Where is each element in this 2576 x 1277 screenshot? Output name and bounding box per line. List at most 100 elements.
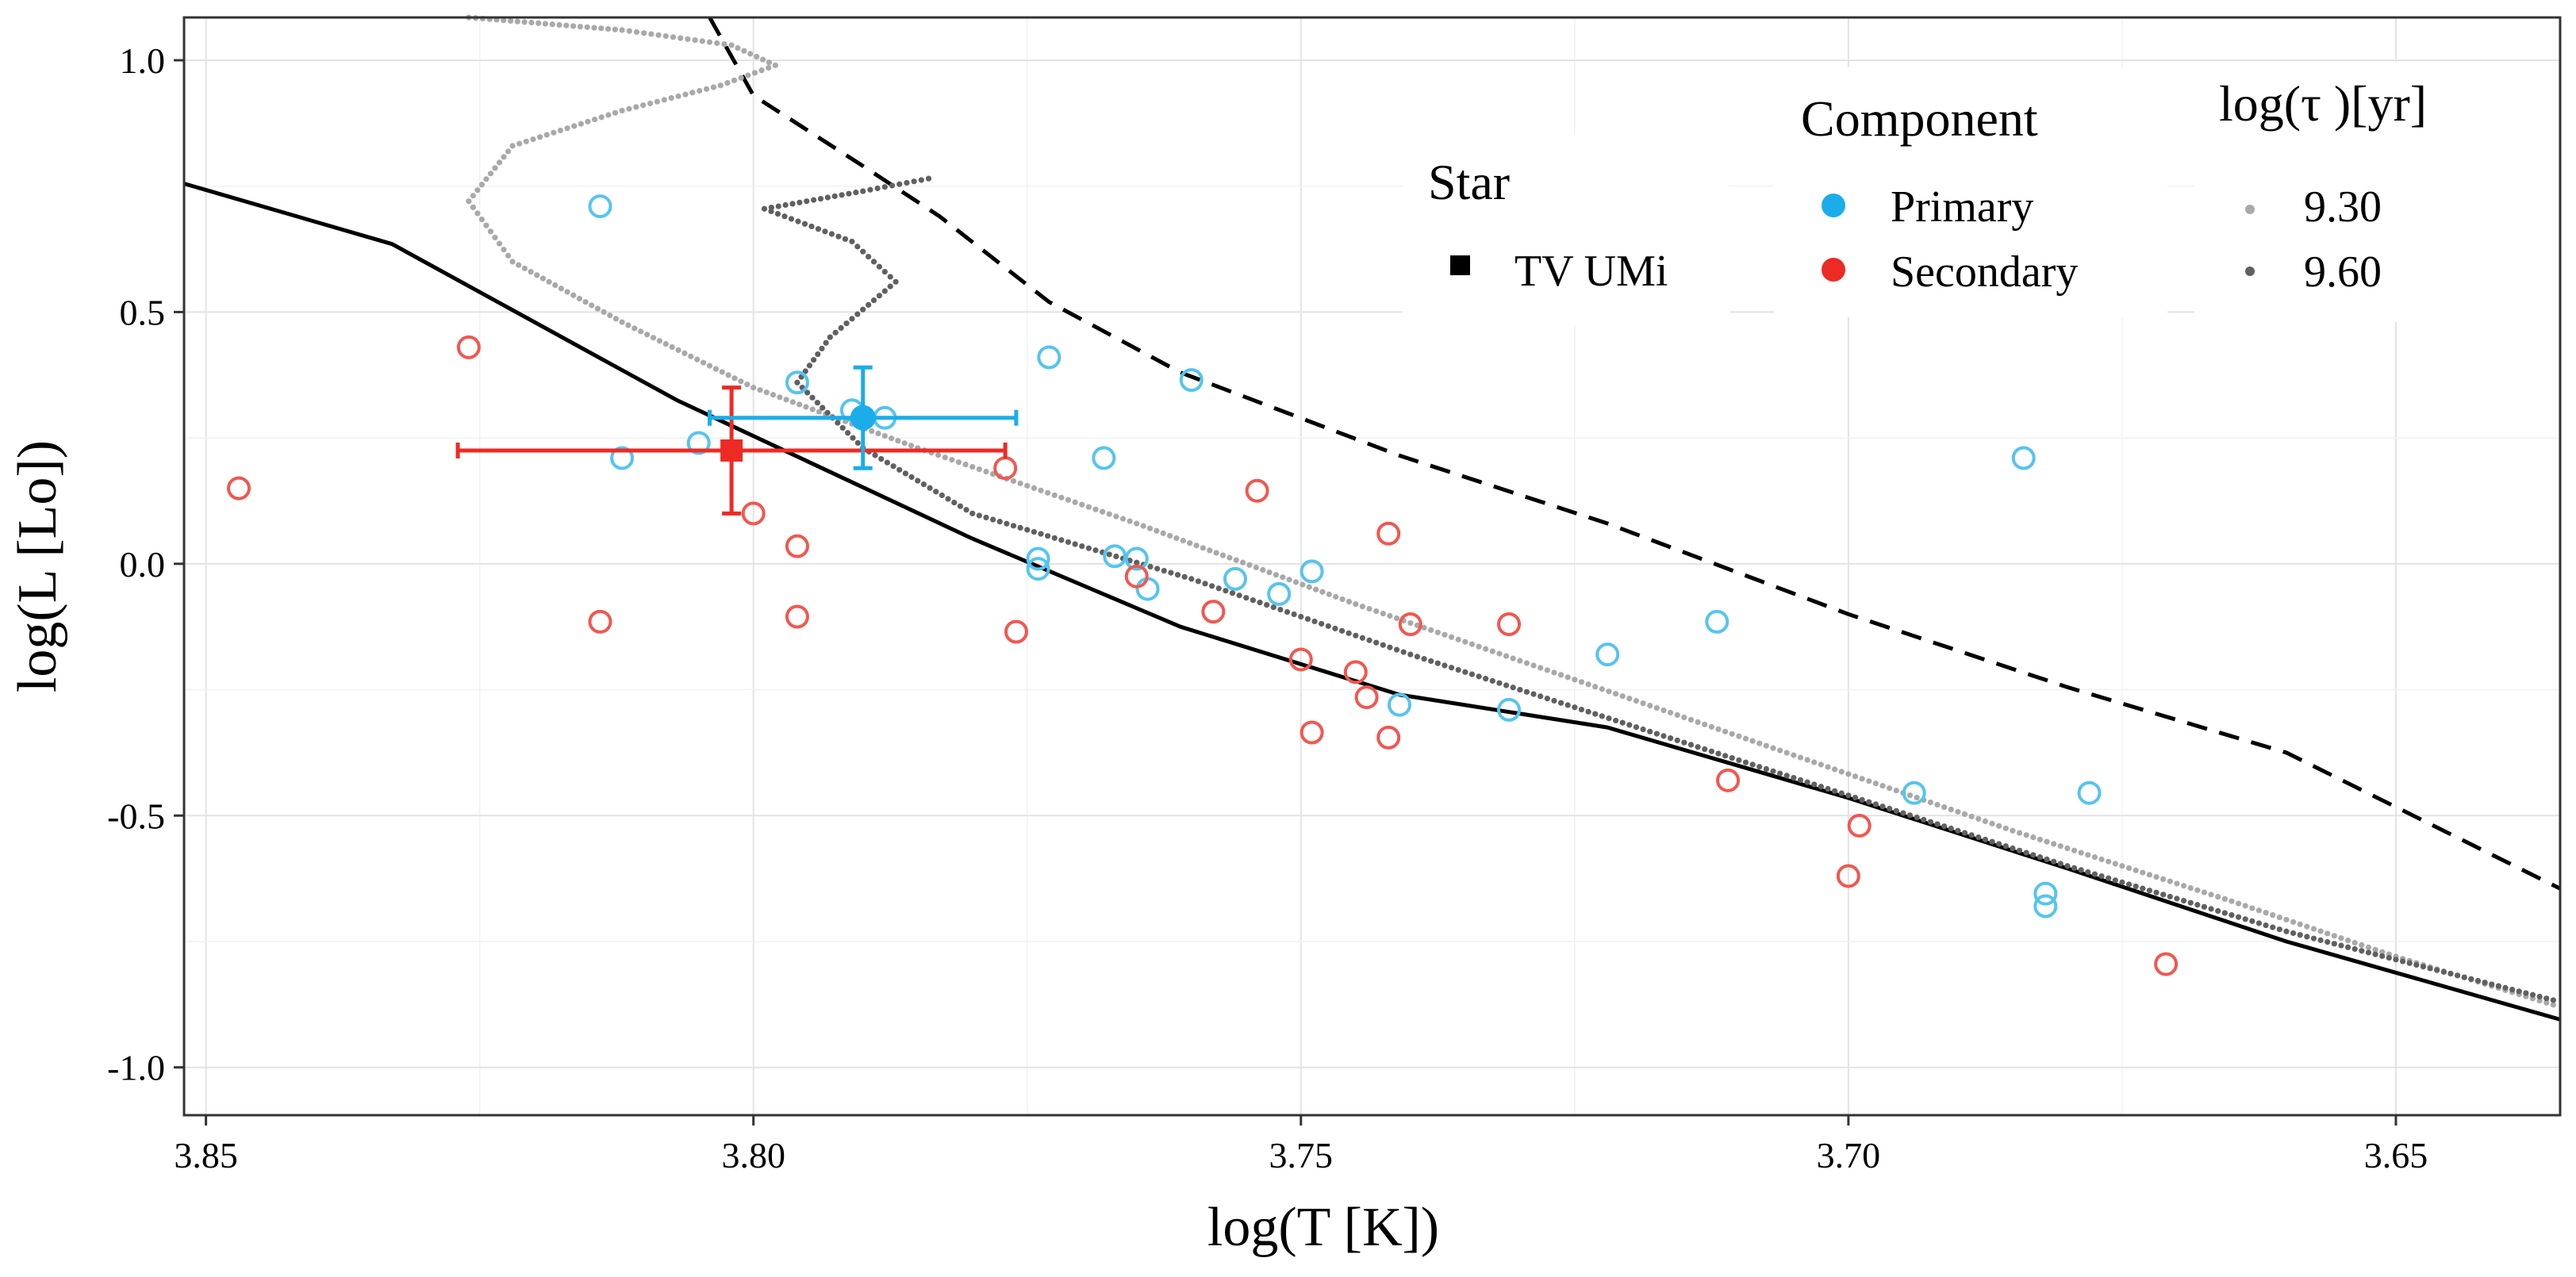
isochrone-3-dot-75 — [850, 435, 856, 441]
primary-point-23 — [2033, 881, 2058, 906]
isochrone-3-dot-295 — [2338, 942, 2344, 949]
isochrone-3-dot-163 — [1434, 660, 1441, 666]
isochrone-2-dot-352 — [2180, 883, 2187, 889]
primary-point-8 — [1026, 557, 1050, 581]
isochrone-2-dot-80 — [523, 138, 529, 144]
isochrone-2-dot-266 — [1592, 684, 1599, 690]
isochrone-2-dot-273 — [1640, 700, 1646, 707]
isochrone-2-dot-199 — [1140, 523, 1146, 529]
secondary-point-14 — [1354, 685, 1379, 710]
isochrone-3-dot-40 — [870, 259, 877, 265]
isochrone-3-dot-67 — [809, 394, 816, 401]
isochrone-3-dot-174 — [1510, 685, 1516, 691]
isochrone-3-dot-17 — [804, 198, 810, 205]
isochrone-2-dot-20 — [605, 25, 612, 33]
isochrone-2-dot-283 — [1708, 723, 1714, 730]
isochrone-2-dot-102 — [509, 259, 516, 265]
y-axis-label: log(L [Lo]) — [7, 440, 68, 692]
isochrone-2-dot-342 — [2112, 861, 2118, 867]
isochrone-2-dot-75 — [557, 127, 564, 134]
isochrone-2-dot-25 — [641, 30, 647, 36]
isochrone-3-dot-158 — [1400, 649, 1407, 655]
isochrone-2-dot-220 — [1280, 574, 1286, 581]
isochrone-3-dot-179 — [1544, 696, 1550, 702]
isochrone-3-dot-262 — [2112, 877, 2118, 884]
isochrone-2-dot-203 — [1166, 532, 1173, 539]
isochrone-3-dot-236 — [1934, 821, 1941, 827]
isochrone-3-dot-299 — [2365, 949, 2372, 956]
isochrone-2-dot-190 — [1079, 501, 1085, 508]
isochrone-3-dot-156 — [1387, 644, 1393, 650]
isochrone-3-dot-115 — [1106, 551, 1112, 558]
isochrone-3-dot-198 — [1674, 737, 1680, 744]
isochrone-3-dot-99 — [996, 519, 1003, 525]
isochrone-2-dot-131 — [688, 353, 694, 359]
isochrone-2-dot-60 — [661, 97, 667, 103]
isochrone-2-dot-264 — [1578, 679, 1585, 685]
isochrone-3-dot-313 — [2461, 974, 2467, 980]
isochrone-3-dot-126 — [1181, 573, 1188, 580]
isochrone-2-dot-216 — [1253, 564, 1259, 571]
isochrone-3-dot-116 — [1113, 553, 1119, 560]
isochrone-3-dot-255 — [2064, 863, 2071, 869]
isochrone-2-dot-130 — [681, 350, 688, 356]
isochrone-2-dot-363 — [2255, 907, 2263, 914]
isochrone-3-dot-293 — [2325, 939, 2331, 945]
isochrone-3-dot-154 — [1373, 639, 1380, 646]
plot-panel: Star TV UMi Component Primary Secondary … — [182, 14, 2562, 1117]
isochrone-3-dot-250 — [2030, 852, 2037, 858]
isochrone-2-dot-101 — [505, 252, 512, 259]
isochrone-2-dot-224 — [1306, 584, 1312, 590]
isochrone-3-dot-84 — [902, 470, 908, 477]
isochrone-2-dot-36 — [721, 41, 727, 48]
isochrone-2-dot-326 — [2002, 825, 2009, 831]
isochrone-2-dot-206 — [1187, 540, 1193, 546]
isochrone-3-dot-157 — [1393, 646, 1400, 653]
isochrone-2-dot-118 — [607, 313, 613, 319]
isochrone-2-dot-124 — [644, 332, 651, 338]
isochrone-3-dot-55 — [832, 329, 839, 336]
secondary-point-2 — [588, 609, 612, 634]
isochrone-3-dot-292 — [2317, 937, 2324, 943]
isochrone-3-dot-316 — [2482, 980, 2488, 986]
isochrone-3-dot-144 — [1304, 615, 1311, 623]
primary-point-13 — [1179, 368, 1204, 393]
isochrone-3-dot-204 — [1715, 750, 1722, 757]
data-points — [227, 194, 2179, 976]
isochrone-3-dot-318 — [2495, 983, 2501, 989]
isochrone-3-dot-74 — [845, 430, 851, 436]
isochrone-3-dot-73 — [839, 424, 846, 431]
isochrone-3-dot-96 — [976, 512, 982, 519]
y-tick-label-1: 0.5 — [120, 292, 166, 332]
isochrone-3-dot-140 — [1277, 606, 1284, 613]
isochrone-3-dot-302 — [2386, 955, 2392, 961]
isochrone-2-dot-129 — [675, 347, 681, 354]
isochrone-2-dot-356 — [2208, 892, 2214, 898]
legend-component-title: Component — [1801, 90, 2038, 147]
isochrone-3-dot-160 — [1414, 654, 1421, 660]
y-tick-label-0: 1.0 — [120, 40, 166, 81]
isochrone-2-dot-115 — [589, 302, 595, 309]
isochrone-3-dot-202 — [1702, 746, 1708, 753]
isochrone-2-dot-72 — [578, 121, 584, 127]
isochrone-2-dot-322 — [1975, 815, 1982, 823]
isochrone-3-dot-178 — [1538, 693, 1544, 700]
isochrone-2-dot-253 — [1503, 653, 1510, 659]
isochrone-2-dot-378 — [2359, 941, 2365, 949]
isochrone-3-dot-45 — [887, 283, 893, 290]
isochrone-3-dot-196 — [1660, 733, 1667, 739]
isochrone-3-dot-128 — [1195, 578, 1201, 585]
isochrone-3-dot-243 — [1982, 836, 1989, 843]
isochrone-2-dot-288 — [1742, 735, 1749, 742]
isochrone-2-dot-87 — [487, 171, 494, 177]
isochrone-2-dot-51 — [724, 79, 731, 86]
isochrone-3-dot-326 — [2550, 997, 2556, 1003]
isochrone-2-dot-227 — [1326, 591, 1332, 597]
isochrone-2-dot-312 — [1906, 792, 1914, 799]
isochrone-2-dot-182 — [1024, 482, 1031, 489]
isochrone-3-dot-113 — [1092, 547, 1099, 554]
isochrone-3-dot-238 — [1948, 825, 1954, 832]
isochrone-2-dot-145 — [777, 394, 783, 401]
isochrone-3-dot-239 — [1955, 827, 1961, 834]
